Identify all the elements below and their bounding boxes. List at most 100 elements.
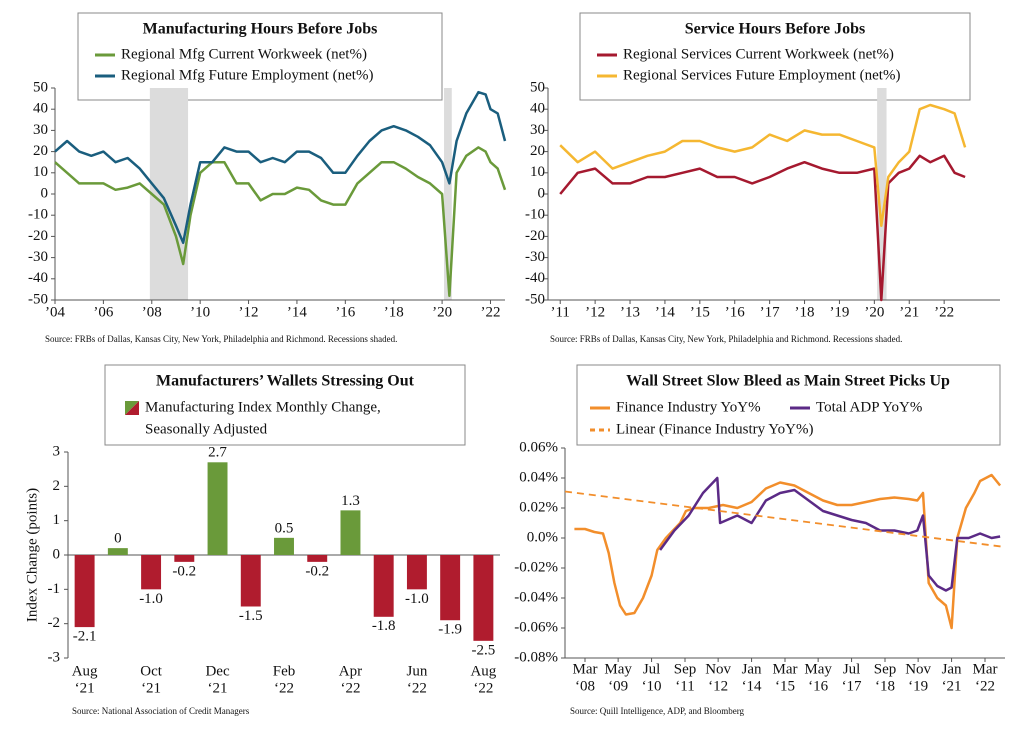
value-label: -1.0 <box>139 591 163 607</box>
y-axis-label: Index Change (points) <box>24 488 40 622</box>
bar <box>473 555 494 641</box>
x-tick-label: Jun <box>407 663 428 679</box>
legend-label: Manufacturing Index Monthly Change, <box>145 399 381 415</box>
x-tick-label: ’18 <box>384 304 404 320</box>
legend-label: Seasonally Adjusted <box>145 421 268 437</box>
recession-shade <box>444 88 452 300</box>
series-line <box>659 476 1001 592</box>
x-tick-label: ‘22 <box>975 678 995 694</box>
value-label: 2.7 <box>208 445 227 461</box>
source-note: Source: FRBs of Dallas, Kansas City, New… <box>550 334 902 344</box>
x-tick-label: ‘09 <box>608 678 628 694</box>
y-tick-label: 30 <box>33 122 48 138</box>
x-tick-label: ‘21 <box>141 680 161 696</box>
legend-label: Linear (Finance Industry YoY%) <box>616 421 813 437</box>
series-line <box>574 473 1002 630</box>
value-label: -0.2 <box>172 563 196 579</box>
y-tick-label: 2 <box>53 478 61 494</box>
value-label: -1.8 <box>372 618 396 634</box>
y-tick-label: 20 <box>530 143 545 159</box>
x-tick-label: ‘21 <box>75 680 95 696</box>
x-tick-label: ’13 <box>620 304 640 320</box>
source-note: Source: Quill Intelligence, ADP, and Blo… <box>570 706 745 716</box>
legend-box <box>576 364 1001 446</box>
y-tick-label: -0.06% <box>514 619 558 635</box>
x-tick-label: ‘16 <box>808 678 828 694</box>
y-tick-label: -0.08% <box>514 649 558 665</box>
x-tick-label: Jul <box>643 661 661 677</box>
x-tick-label: Feb <box>273 663 296 679</box>
bar <box>340 510 361 555</box>
x-tick-label: ‘19 <box>908 678 928 694</box>
recession-shade <box>877 88 887 300</box>
x-tick-label: Oct <box>140 663 162 679</box>
value-label: 0.5 <box>275 520 294 536</box>
x-tick-label: ’14 <box>655 304 675 320</box>
x-tick-label: Jul <box>843 661 861 677</box>
value-label: -2.1 <box>73 629 97 645</box>
x-tick-label: ‘22 <box>407 680 427 696</box>
x-tick-label: Mar <box>973 661 998 677</box>
x-tick-label: Aug <box>470 663 496 679</box>
x-tick-label: Dec <box>205 663 229 679</box>
source-note: Source: National Association of Credit M… <box>72 706 250 716</box>
x-tick-label: ’16 <box>335 304 355 320</box>
x-tick-label: Aug <box>72 663 98 679</box>
chart-title: Manufacturers’ Wallets Stressing Out <box>156 373 415 390</box>
bar <box>107 548 128 555</box>
x-tick-label: ‘22 <box>473 680 493 696</box>
y-tick-label: -0.04% <box>514 589 558 605</box>
bar <box>141 555 162 590</box>
legend-swatch-neg <box>125 401 139 415</box>
x-tick-label: ’17 <box>760 304 780 320</box>
x-tick-label: ‘10 <box>642 678 662 694</box>
x-tick-label: ’18 <box>795 304 815 320</box>
source-note: Source: FRBs of Dallas, Kansas City, New… <box>45 334 397 344</box>
x-tick-label: ‘12 <box>708 678 728 694</box>
x-tick-label: ‘22 <box>274 680 294 696</box>
value-label: -2.5 <box>472 642 496 658</box>
bar <box>274 537 294 555</box>
y-tick-label: 20 <box>33 143 48 159</box>
value-label: -1.5 <box>239 608 263 624</box>
y-tick-label: 0.0% <box>527 529 558 545</box>
chart-title: Manufacturing Hours Before Jobs <box>143 21 378 38</box>
y-tick-label: -50 <box>28 291 48 307</box>
chart-title: Service Hours Before Jobs <box>685 21 866 38</box>
legend-box <box>104 364 466 446</box>
y-tick-label: 0 <box>41 185 49 201</box>
recession-shade <box>149 88 189 300</box>
y-tick-label: -2 <box>48 615 61 631</box>
bar <box>406 555 427 590</box>
x-tick-label: ’16 <box>725 304 745 320</box>
x-tick-label: Nov <box>705 661 731 677</box>
x-tick-label: ’06 <box>93 304 113 320</box>
legend-label: Total ADP YoY% <box>816 399 922 415</box>
y-tick-label: -30 <box>525 249 545 265</box>
y-tick-label: -1 <box>48 581 61 597</box>
x-tick-label: ’10 <box>190 304 210 320</box>
y-tick-label: -20 <box>28 228 48 244</box>
x-tick-label: ’15 <box>690 304 710 320</box>
y-tick-label: -40 <box>28 270 48 286</box>
legend-box <box>77 12 443 101</box>
y-tick-label: 1 <box>53 512 61 528</box>
y-tick-label: -50 <box>525 291 545 307</box>
x-tick-label: ’20 <box>864 304 884 320</box>
y-tick-label: -30 <box>28 249 48 265</box>
bar <box>74 555 95 628</box>
x-tick-label: ’14 <box>287 304 307 320</box>
y-tick-label: -10 <box>28 207 48 223</box>
x-tick-label: ’11 <box>550 304 569 320</box>
x-tick-label: ‘17 <box>842 678 862 694</box>
legend-label: Regional Mfg Current Workweek (net%) <box>121 46 367 62</box>
y-tick-label: -10 <box>525 207 545 223</box>
x-tick-label: ’12 <box>585 304 605 320</box>
y-tick-label: 10 <box>530 164 545 180</box>
x-tick-label: ‘11 <box>675 678 694 694</box>
bar <box>307 555 328 562</box>
value-label: -0.2 <box>305 563 329 579</box>
x-tick-label: ’04 <box>45 304 65 320</box>
